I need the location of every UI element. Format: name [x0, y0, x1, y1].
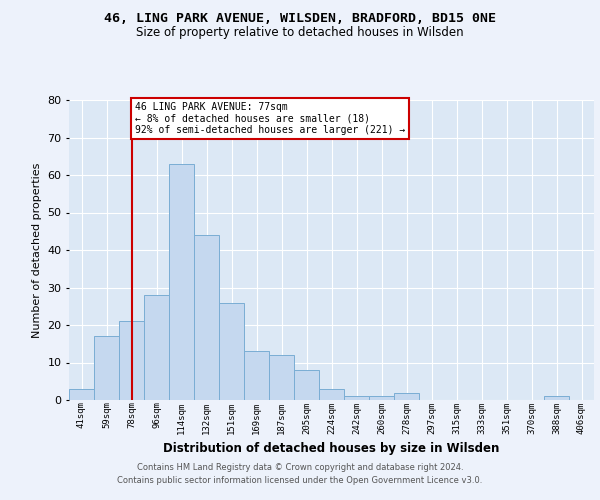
X-axis label: Distribution of detached houses by size in Wilsden: Distribution of detached houses by size … [163, 442, 500, 455]
Text: Size of property relative to detached houses in Wilsden: Size of property relative to detached ho… [136, 26, 464, 39]
Bar [294, 370, 319, 400]
Bar [544, 396, 569, 400]
Bar [369, 396, 394, 400]
Bar [144, 295, 169, 400]
Bar [319, 389, 344, 400]
Bar [219, 302, 244, 400]
Bar [344, 396, 369, 400]
Text: Contains public sector information licensed under the Open Government Licence v3: Contains public sector information licen… [118, 476, 482, 485]
Bar [394, 392, 419, 400]
Y-axis label: Number of detached properties: Number of detached properties [32, 162, 41, 338]
Text: 46 LING PARK AVENUE: 77sqm
← 8% of detached houses are smaller (18)
92% of semi-: 46 LING PARK AVENUE: 77sqm ← 8% of detac… [135, 102, 406, 135]
Text: Contains HM Land Registry data © Crown copyright and database right 2024.: Contains HM Land Registry data © Crown c… [137, 464, 463, 472]
Bar [244, 351, 269, 400]
Text: 46, LING PARK AVENUE, WILSDEN, BRADFORD, BD15 0NE: 46, LING PARK AVENUE, WILSDEN, BRADFORD,… [104, 12, 496, 26]
Bar [269, 355, 294, 400]
Bar [69, 389, 94, 400]
Bar [94, 336, 119, 400]
Bar [169, 164, 194, 400]
Bar [194, 235, 219, 400]
Bar [119, 322, 144, 400]
